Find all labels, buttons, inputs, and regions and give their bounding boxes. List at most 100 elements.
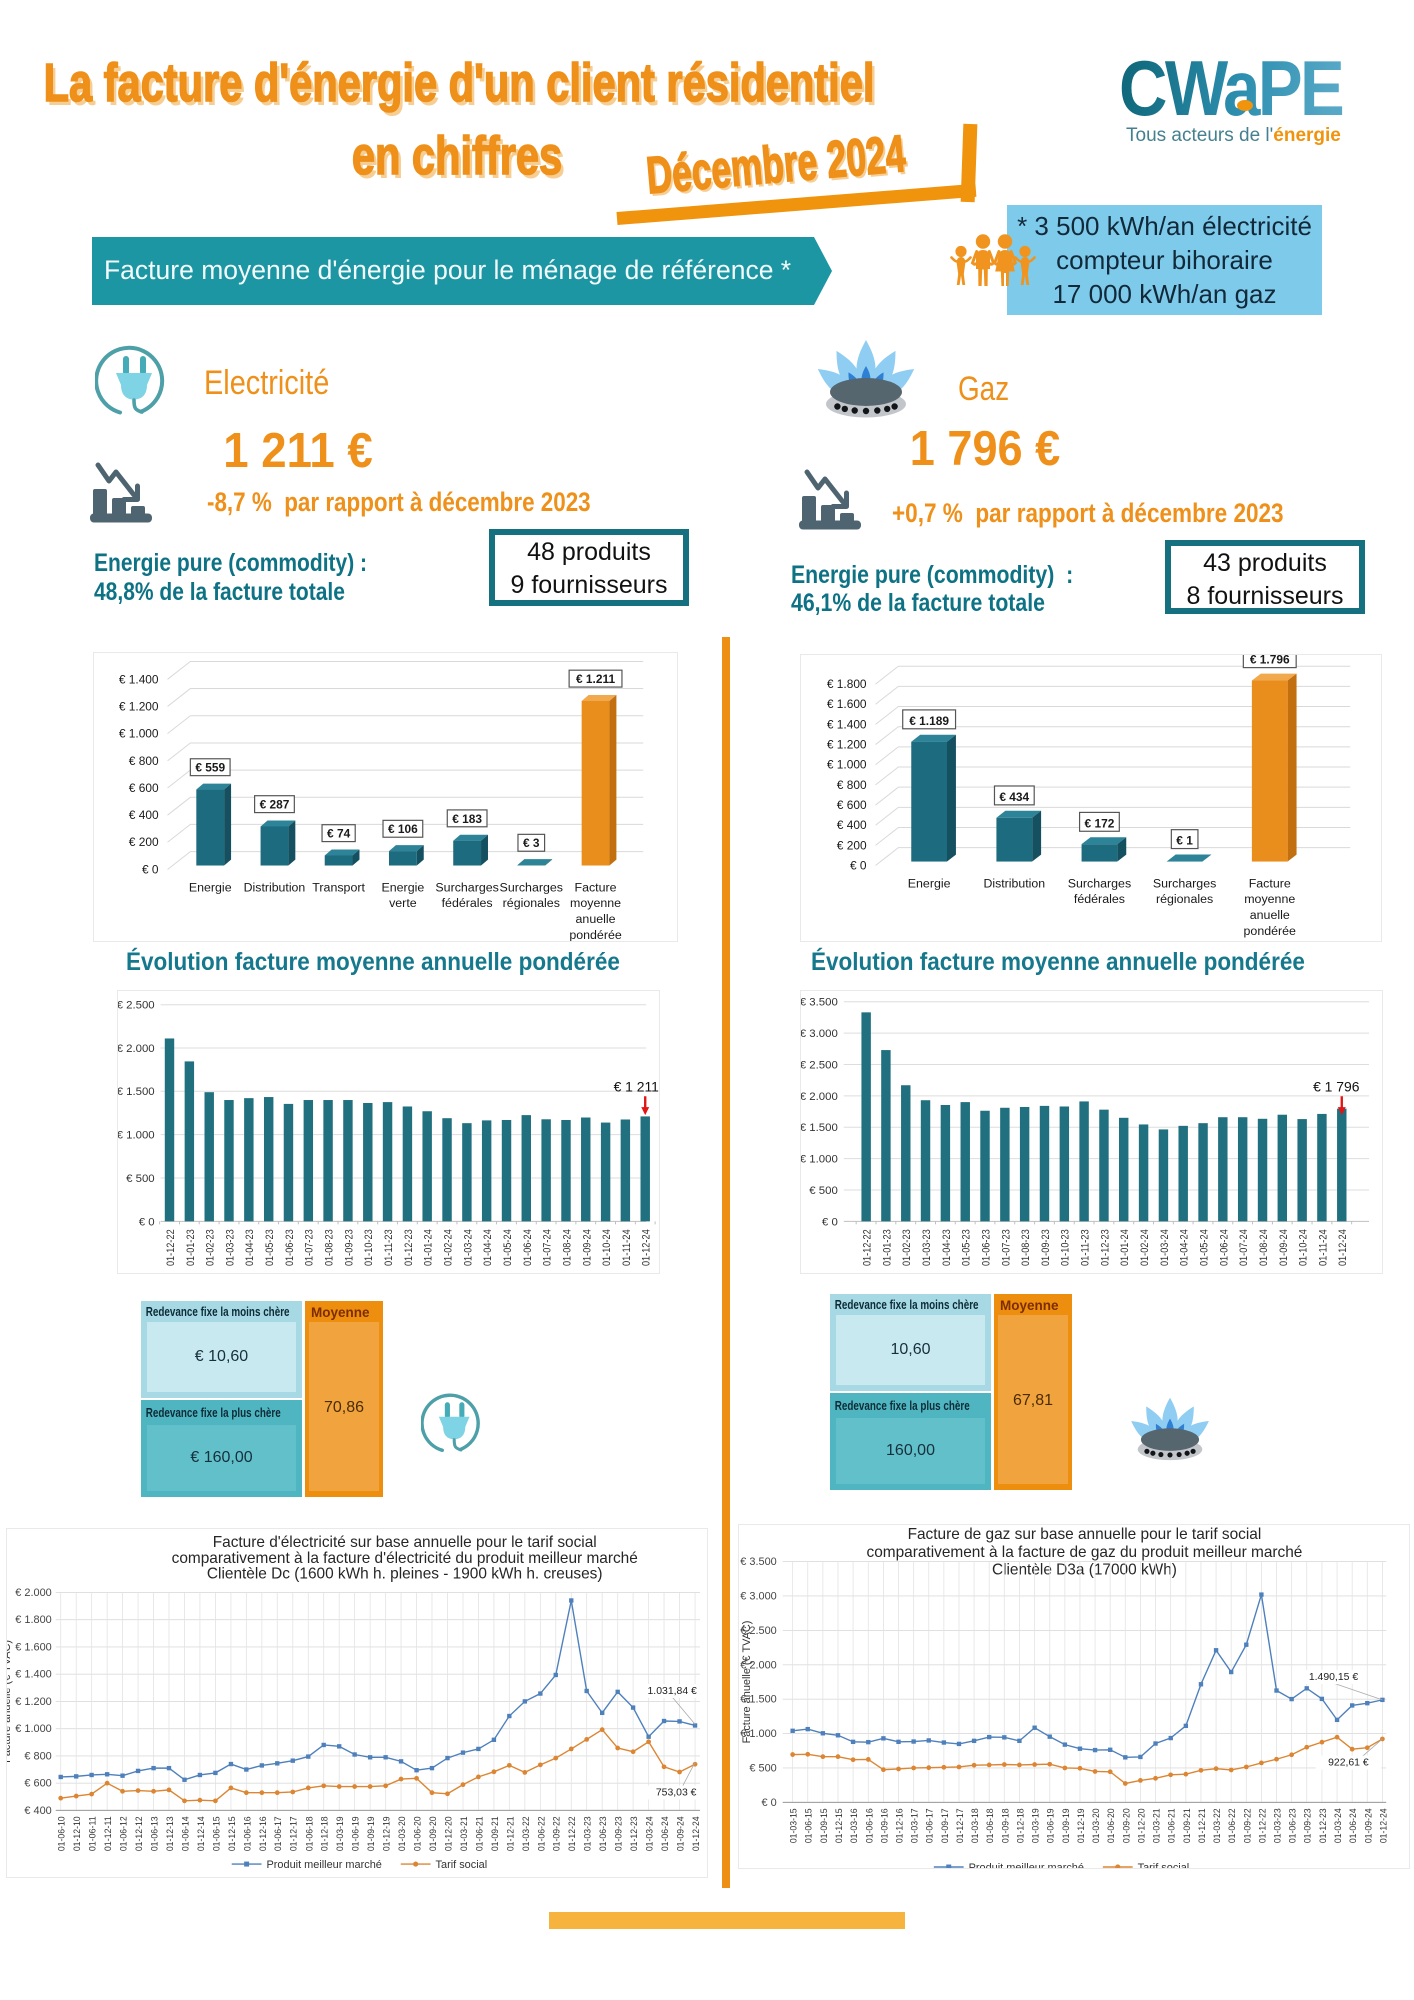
svg-text:01-12-15: 01-12-15	[227, 1816, 238, 1851]
svg-text:01-12-24: 01-12-24	[1378, 1808, 1389, 1843]
svg-text:01-09-24: 01-09-24	[1363, 1808, 1374, 1843]
svg-text:01-09-21: 01-09-21	[1182, 1808, 1193, 1843]
svg-text:€ 400: € 400	[129, 808, 159, 822]
svg-text:01-07-23: 01-07-23	[304, 1229, 316, 1266]
svg-text:anuelle: anuelle	[1250, 908, 1290, 922]
svg-text:01-05-23: 01-05-23	[264, 1229, 276, 1266]
svg-text:Facture anuelle (€ TVAC): Facture anuelle (€ TVAC)	[741, 1621, 753, 1744]
svg-text:01-03-21: 01-03-21	[459, 1816, 470, 1851]
svg-text:€ 3.000: € 3.000	[740, 1590, 776, 1602]
svg-text:01-06-12: 01-06-12	[119, 1816, 130, 1851]
svg-text:€ 200: € 200	[837, 838, 867, 852]
svg-text:01-09-22: 01-09-22	[552, 1816, 563, 1851]
svg-text:01-09-19: 01-09-19	[1061, 1808, 1072, 1843]
svg-text:01-12-23: 01-12-23	[1318, 1808, 1329, 1843]
svg-text:01-02-23: 01-02-23	[901, 1229, 913, 1266]
svg-text:01-12-19: 01-12-19	[382, 1816, 393, 1851]
svg-text:Distribution: Distribution	[244, 880, 306, 894]
svg-text:€ 1.211: € 1.211	[576, 672, 615, 686]
svg-text:Facture: Facture	[575, 880, 617, 894]
svg-text:01-03-24: 01-03-24	[645, 1816, 656, 1851]
svg-text:01-09-21: 01-09-21	[490, 1816, 501, 1851]
svg-text:€ 1.000: € 1.000	[740, 1728, 776, 1740]
svg-text:Surcharges: Surcharges	[500, 880, 563, 894]
svg-text:€ 1.000: € 1.000	[827, 758, 867, 772]
svg-text:01-09-15: 01-09-15	[819, 1808, 830, 1843]
svg-text:01-03-19: 01-03-19	[1031, 1808, 1042, 1843]
svg-text:01-05-24: 01-05-24	[1198, 1229, 1210, 1266]
svg-text:01-06-19: 01-06-19	[351, 1816, 362, 1851]
svg-text:€ 2.500: € 2.500	[740, 1625, 776, 1637]
svg-text:01-03-23: 01-03-23	[224, 1229, 236, 1266]
svg-text:€ 1.800: € 1.800	[827, 677, 867, 691]
svg-text:Transport: Transport	[312, 880, 365, 894]
svg-text:01-05-24: 01-05-24	[502, 1229, 514, 1266]
svg-text:€ 0: € 0	[762, 1797, 777, 1809]
svg-text:01-06-19: 01-06-19	[1046, 1808, 1057, 1843]
svg-text:01-06-13: 01-06-13	[150, 1816, 161, 1851]
svg-text:01-02-24: 01-02-24	[1139, 1229, 1151, 1266]
svg-text:01-03-22: 01-03-22	[521, 1816, 532, 1851]
svg-text:01-06-23: 01-06-23	[1288, 1808, 1299, 1843]
svg-text:01-02-24: 01-02-24	[442, 1229, 454, 1266]
svg-text:€ 1.800: € 1.800	[15, 1614, 51, 1626]
svg-text:€ 1.400: € 1.400	[827, 717, 867, 731]
svg-text:€ 2.500: € 2.500	[800, 1059, 838, 1071]
svg-text:anuelle: anuelle	[576, 912, 616, 926]
svg-text:01-03-20: 01-03-20	[397, 1816, 408, 1851]
svg-text:01-03-21: 01-03-21	[1152, 1808, 1163, 1843]
svg-text:01-03-19: 01-03-19	[335, 1816, 346, 1851]
svg-text:Tarif social: Tarif social	[1138, 1862, 1190, 1869]
svg-text:01-11-24: 01-11-24	[621, 1229, 633, 1266]
svg-text:753,03 €: 753,03 €	[656, 1787, 697, 1798]
svg-text:€ 500: € 500	[749, 1762, 776, 1774]
svg-text:pondérée: pondérée	[569, 928, 622, 942]
svg-text:01-12-17: 01-12-17	[289, 1816, 300, 1851]
svg-text:01-12-23: 01-12-23	[403, 1229, 415, 1266]
svg-text:Tarif social: Tarif social	[436, 1859, 488, 1871]
svg-text:€ 1.200: € 1.200	[827, 738, 867, 752]
svg-text:€ 600: € 600	[24, 1778, 51, 1790]
svg-text:01-12-21: 01-12-21	[505, 1816, 516, 1851]
svg-text:€ 559: € 559	[195, 761, 225, 775]
svg-text:01-09-23: 01-09-23	[343, 1229, 355, 1266]
svg-text:Energie: Energie	[908, 876, 951, 890]
svg-text:01-06-18: 01-06-18	[304, 1816, 315, 1851]
svg-text:01-03-15: 01-03-15	[789, 1808, 800, 1843]
svg-text:01-12-22: 01-12-22	[567, 1816, 578, 1851]
svg-text:01-04-24: 01-04-24	[482, 1229, 494, 1266]
svg-text:€ 1.000: € 1.000	[119, 727, 159, 741]
svg-text:01-12-22: 01-12-22	[1257, 1808, 1268, 1843]
svg-text:01-03-23: 01-03-23	[1272, 1808, 1283, 1843]
svg-text:€ 200: € 200	[129, 835, 159, 849]
svg-text:€ 74: € 74	[327, 827, 351, 841]
svg-text:€ 500: € 500	[126, 1173, 155, 1185]
svg-text:1.031,84 €: 1.031,84 €	[648, 1686, 698, 1697]
svg-text:régionales: régionales	[1156, 892, 1213, 906]
svg-text:Energie: Energie	[189, 880, 232, 894]
svg-text:01-01-24: 01-01-24	[1119, 1229, 1131, 1266]
svg-text:01-12-14: 01-12-14	[196, 1816, 207, 1851]
svg-text:01-03-23: 01-03-23	[921, 1229, 933, 1266]
svg-text:01-09-20: 01-09-20	[1121, 1808, 1132, 1843]
svg-text:01-12-19: 01-12-19	[1076, 1808, 1087, 1843]
svg-text:€ 1.000: € 1.000	[117, 1130, 155, 1142]
svg-text:Clientèle Dc (1600 kWh h. plei: Clientèle Dc (1600 kWh h. pleines - 1900…	[207, 1566, 603, 1583]
svg-text:01-11-23: 01-11-23	[383, 1229, 395, 1266]
svg-text:01-10-23: 01-10-23	[363, 1229, 375, 1266]
svg-text:€ 1 796: € 1 796	[1313, 1078, 1360, 1094]
svg-text:€ 172: € 172	[1085, 816, 1115, 830]
svg-text:01-09-23: 01-09-23	[1303, 1808, 1314, 1843]
svg-text:01-12-23: 01-12-23	[1099, 1229, 1111, 1266]
svg-text:régionales: régionales	[503, 896, 560, 910]
svg-text:01-03-24: 01-03-24	[1159, 1229, 1171, 1266]
svg-text:01-07-24: 01-07-24	[542, 1229, 554, 1266]
svg-text:01-07-23: 01-07-23	[1000, 1229, 1012, 1266]
svg-text:€ 400: € 400	[837, 818, 867, 832]
svg-text:€ 800: € 800	[24, 1750, 51, 1762]
svg-text:01-12-24: 01-12-24	[1337, 1229, 1349, 1266]
svg-text:922,61 €: 922,61 €	[1328, 1758, 1369, 1769]
svg-text:pondérée: pondérée	[1244, 924, 1297, 938]
svg-text:€ 1.400: € 1.400	[15, 1669, 51, 1681]
svg-text:01-12-18: 01-12-18	[320, 1816, 331, 1851]
